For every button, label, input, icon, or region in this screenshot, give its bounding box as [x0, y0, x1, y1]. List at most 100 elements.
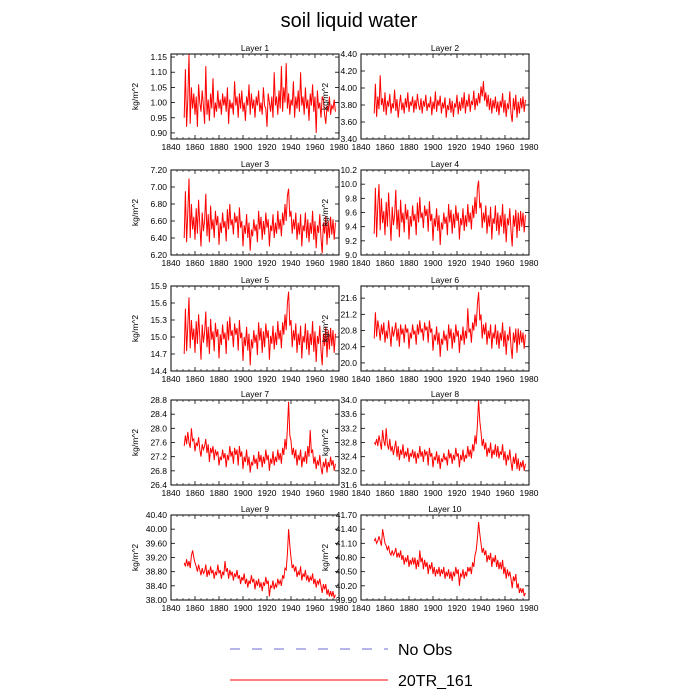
- x-tick-label: 1900: [424, 488, 443, 498]
- y-tick-label: 6.40: [150, 233, 167, 243]
- x-tick-label: 1940: [282, 488, 301, 498]
- y-tick-label: 33.2: [340, 423, 357, 433]
- x-tick-label: 1980: [520, 488, 539, 498]
- x-tick-label: 1900: [234, 142, 253, 152]
- x-tick-label: 1960: [496, 142, 515, 152]
- x-tick-label: 1940: [282, 142, 301, 152]
- panel-title: Layer 8: [431, 389, 460, 399]
- x-tick-label: 1980: [520, 258, 539, 268]
- x-tick-label: 1980: [330, 142, 349, 152]
- x-tick-label: 1980: [520, 374, 539, 384]
- y-tick-label: 0.90: [150, 128, 167, 138]
- panel-title: Layer 10: [428, 504, 461, 514]
- x-tick-label: 1840: [352, 374, 371, 384]
- x-tick-label: 1880: [400, 258, 419, 268]
- y-tick-label: 6.20: [150, 250, 167, 260]
- x-tick-label: 1900: [234, 374, 253, 384]
- x-tick-label: 1880: [210, 603, 229, 613]
- x-tick-label: 1920: [448, 603, 467, 613]
- y-axis-label: kg/m^2: [320, 315, 330, 342]
- x-tick-label: 1980: [330, 374, 349, 384]
- y-tick-label: 1.15: [150, 52, 167, 62]
- panel-layer-2: Layer 2 kg/m^2 3.40 3.60 3.80 4.00 4.20 4.40 184…: [320, 43, 539, 152]
- x-tick-label: 1980: [330, 488, 349, 498]
- x-tick-label: 1920: [448, 374, 467, 384]
- y-tick-label: 7.00: [150, 182, 167, 192]
- plot-frame: [170, 53, 340, 140]
- x-tick-label: 1920: [448, 258, 467, 268]
- x-tick-label: 1840: [162, 258, 181, 268]
- y-tick-label: 39.20: [146, 553, 168, 563]
- figure-title: soil liquid water: [281, 10, 418, 32]
- y-tick-label: 7.20: [150, 165, 167, 175]
- y-tick-label: 28.0: [150, 423, 167, 433]
- series-line-20tr-161: [373, 522, 526, 597]
- y-tick-label: 39.60: [146, 538, 168, 548]
- plot-frame: [360, 53, 530, 140]
- y-axis-label: kg/m^2: [130, 83, 140, 110]
- y-tick-label: 10.2: [340, 165, 357, 175]
- x-tick-label: 1880: [400, 142, 419, 152]
- x-tick-label: 1900: [424, 258, 443, 268]
- y-tick-label: 39.90: [336, 595, 358, 605]
- legend: No Obs 20TR_161: [230, 642, 473, 690]
- x-tick-label: 1840: [162, 142, 181, 152]
- x-tick-label: 1940: [282, 603, 301, 613]
- y-tick-label: 20.8: [340, 326, 357, 336]
- panel-layer-10: Layer 10 kg/m^2 39.90 40.20 40.50 40.80 41.10 4…: [320, 504, 539, 613]
- x-tick-label: 1960: [306, 142, 325, 152]
- y-axis-label: kg/m^2: [130, 544, 140, 571]
- x-tick-label: 1960: [306, 603, 325, 613]
- x-tick-label: 1940: [472, 258, 491, 268]
- x-tick-label: 1980: [330, 603, 349, 613]
- y-tick-label: 26.8: [150, 466, 167, 476]
- y-tick-label: 40.00: [146, 524, 168, 534]
- x-tick-label: 1940: [282, 258, 301, 268]
- y-tick-label: 3.80: [340, 100, 357, 110]
- y-tick-label: 14.7: [150, 349, 167, 359]
- y-tick-label: 26.4: [150, 480, 167, 490]
- x-tick-label: 1960: [306, 258, 325, 268]
- panel-layer-4: Layer 4 kg/m^2 9.0 9.2 9.4 9.6 9.8 10.0 10.2 1840…: [320, 159, 539, 268]
- x-tick-label: 1840: [162, 488, 181, 498]
- y-tick-label: 15.3: [150, 315, 167, 325]
- panel-layer-1: Layer 1 kg/m^2 0.90 0.95 1.00 1.05 1.10 1.15 184…: [130, 43, 349, 152]
- series-line-20tr-161: [373, 399, 526, 471]
- panel-title: Layer 9: [241, 504, 270, 514]
- x-tick-label: 1900: [424, 374, 443, 384]
- x-tick-label: 1920: [258, 374, 277, 384]
- x-tick-label: 1960: [496, 488, 515, 498]
- x-tick-label: 1840: [352, 258, 371, 268]
- y-tick-label: 38.40: [146, 581, 168, 591]
- y-tick-label: 33.6: [340, 409, 357, 419]
- x-tick-label: 1920: [258, 258, 277, 268]
- series-line-20tr-161: [183, 178, 336, 254]
- legend-label-20tr-161: 20TR_161: [398, 673, 473, 690]
- x-tick-label: 1900: [234, 258, 253, 268]
- x-tick-label: 1840: [352, 488, 371, 498]
- y-tick-label: 38.80: [146, 567, 168, 577]
- x-tick-label: 1860: [376, 374, 395, 384]
- y-axis-label: kg/m^2: [320, 199, 330, 226]
- panel-layer-9: Layer 9 kg/m^2 38.00 38.40 38.80 39.20 39.60 40…: [130, 504, 349, 613]
- panel-layer-5: Layer 5 kg/m^2 14.4 14.7 15.0 15.3 15.6 15.9 184…: [130, 275, 349, 384]
- plot-frame: [360, 514, 530, 601]
- y-tick-label: 15.6: [150, 298, 167, 308]
- y-tick-label: 3.60: [340, 117, 357, 127]
- panel-title: Layer 3: [241, 159, 270, 169]
- y-tick-label: 27.6: [150, 438, 167, 448]
- y-tick-label: 41.70: [336, 510, 358, 520]
- x-tick-label: 1880: [210, 258, 229, 268]
- x-tick-label: 1860: [186, 374, 205, 384]
- panel-layer-6: Layer 6 kg/m^2 20.0 20.4 20.8 21.2 21.6 1840 186…: [320, 275, 539, 384]
- y-tick-label: 6.80: [150, 199, 167, 209]
- x-tick-label: 1920: [448, 488, 467, 498]
- x-tick-label: 1860: [376, 142, 395, 152]
- x-tick-label: 1900: [234, 603, 253, 613]
- x-tick-label: 1840: [162, 374, 181, 384]
- plot-frame: [360, 285, 530, 372]
- y-tick-label: 4.40: [340, 49, 357, 59]
- y-tick-label: 32.8: [340, 438, 357, 448]
- x-tick-label: 1860: [376, 603, 395, 613]
- panels: Layer 1 kg/m^2 0.90 0.95 1.00 1.05 1.10 1.15 184…: [130, 43, 539, 613]
